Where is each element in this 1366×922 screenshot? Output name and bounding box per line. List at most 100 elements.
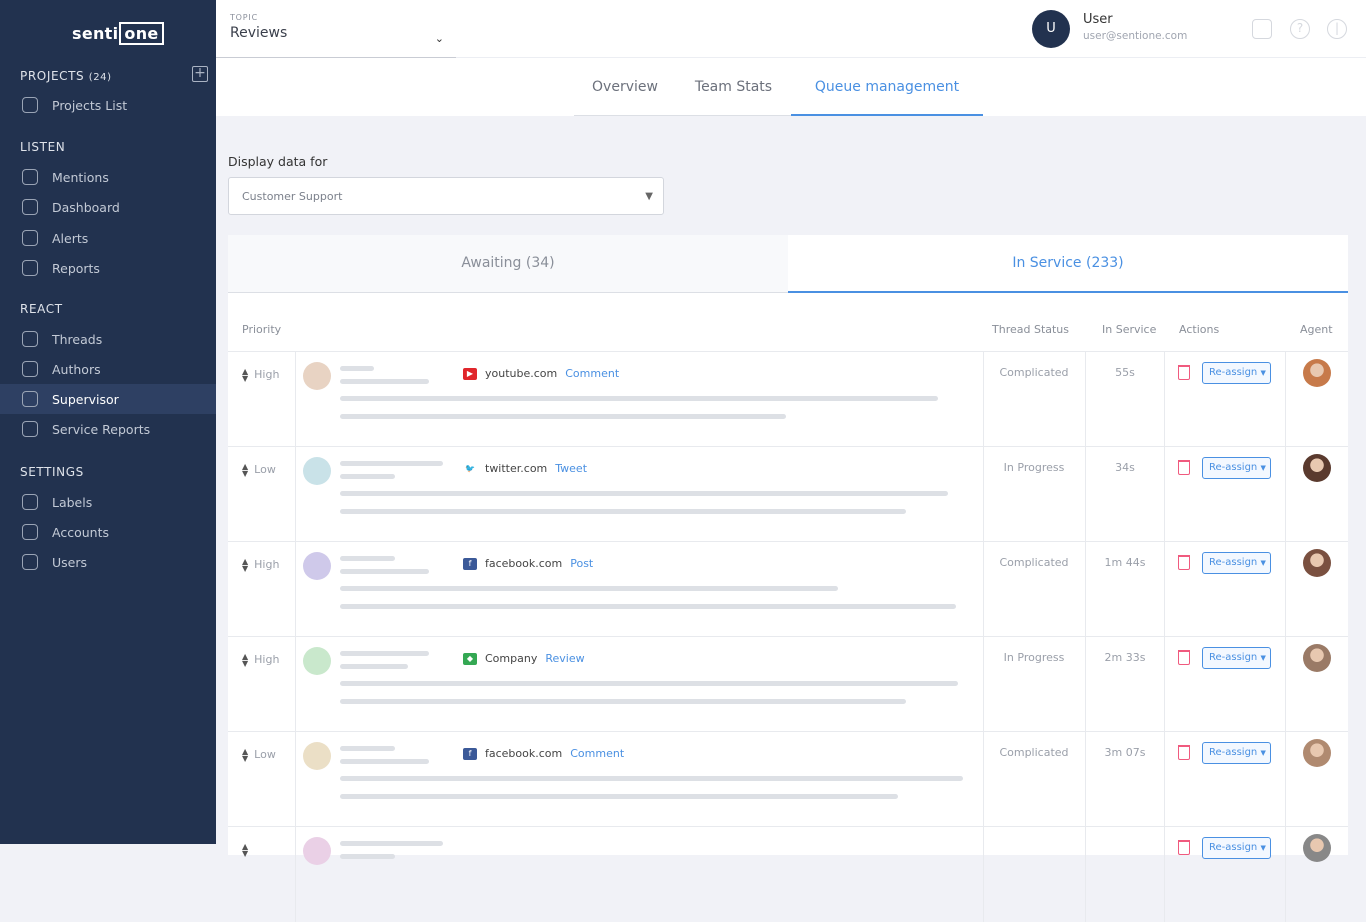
tab-queue-management[interactable]: Queue management	[791, 58, 983, 116]
agent-avatar[interactable]	[1303, 644, 1331, 672]
tab-team-stats[interactable]: Team Stats	[676, 58, 791, 116]
in-service-time: 3m 07s	[1104, 746, 1146, 759]
table-row[interactable]: ▲ ▼ Low f facebook.com Comment Complicated 3m 0…	[228, 731, 1348, 827]
trash-icon[interactable]	[1178, 365, 1190, 380]
agent-avatar[interactable]	[1303, 834, 1331, 862]
divider	[295, 447, 296, 542]
priority[interactable]: ▲ ▼ Low	[242, 462, 276, 478]
sidebar-item-mentions[interactable]: Mentions	[0, 162, 216, 192]
inbox-icon[interactable]	[1252, 19, 1272, 39]
thread-status: In Progress	[1003, 651, 1065, 664]
display-data-select[interactable]: Customer Support ▼	[228, 177, 664, 215]
user-avatar[interactable]: U	[1032, 10, 1070, 48]
logo-text: senti	[72, 24, 119, 43]
caret-down-icon: ▼	[1260, 749, 1266, 757]
priority[interactable]: ▲ ▼ High	[242, 653, 279, 668]
twitter-icon: 🐦	[463, 462, 477, 475]
priority[interactable]: ▲ ▼ High	[242, 368, 280, 383]
caret-down-icon: ▼	[1260, 559, 1266, 567]
trash-icon[interactable]	[1178, 460, 1190, 475]
power-icon[interactable]: |	[1327, 19, 1347, 39]
sidebar-item-label: Labels	[52, 494, 93, 510]
agent-avatar[interactable]	[1303, 454, 1331, 482]
table-row[interactable]: ▲ ▼ High ◆ Company Review In Progress 2m 33s Re-…	[228, 636, 1348, 732]
reassign-button[interactable]: Re-assign ▼	[1202, 837, 1271, 859]
reassign-button[interactable]: Re-assign ▼	[1202, 552, 1271, 574]
divider	[1085, 827, 1086, 922]
help-icon[interactable]: ?	[1290, 19, 1310, 39]
tab-awaiting[interactable]: Awaiting (34)	[228, 235, 788, 293]
sidebar-item-label: Mentions	[52, 169, 109, 185]
mention-type-link[interactable]: Tweet	[555, 462, 588, 475]
sidebar-item-authors[interactable]: Authors	[0, 354, 216, 384]
col-thread-status[interactable]: Thread Status	[992, 323, 1070, 336]
reports-icon	[22, 260, 38, 276]
reassign-button[interactable]: Re-assign ▼	[1202, 457, 1271, 479]
trash-icon[interactable]	[1178, 840, 1190, 855]
mention-type-link[interactable]: Review	[545, 652, 585, 665]
sidebar-item-labels[interactable]: Labels	[0, 487, 216, 517]
priority[interactable]: ▲ ▼ High	[242, 558, 279, 573]
priority[interactable]: ▲ ▼	[242, 842, 254, 858]
trash-icon[interactable]	[1178, 745, 1190, 760]
divider	[1164, 732, 1165, 827]
divider	[1085, 542, 1086, 637]
priority-value: Low	[254, 748, 276, 761]
text-placeholder	[340, 586, 838, 591]
sidebar-item-supervisor[interactable]: Supervisor	[0, 384, 216, 414]
sidebar-item-reports[interactable]: Reports	[0, 253, 216, 283]
priority-value: High	[254, 368, 280, 381]
sidebar-item-service-reports[interactable]: Service Reports	[0, 414, 216, 444]
priority[interactable]: ▲ ▼ Low	[242, 748, 276, 763]
sidebar-item-dashboard[interactable]: Dashboard	[0, 192, 216, 222]
table-row[interactable]: ▲ ▼ Re-assign ▼	[228, 826, 1348, 922]
divider	[1164, 637, 1165, 732]
sidebar-item-users[interactable]: Users	[0, 547, 216, 577]
divider	[295, 542, 296, 637]
source-name: facebook.com	[485, 747, 563, 760]
sidebar-item-accounts[interactable]: Accounts	[0, 517, 216, 547]
mention-type-link[interactable]: Comment	[565, 367, 620, 380]
facebook-icon: f	[463, 557, 477, 570]
trash-icon[interactable]	[1178, 555, 1190, 570]
sidebar: senti one PROJECTS (24) + LISTEN REACT SE…	[0, 0, 216, 844]
col-priority[interactable]: Priority	[242, 323, 282, 336]
reassign-button[interactable]: Re-assign ▼	[1202, 742, 1271, 764]
projects-list-icon	[22, 97, 38, 113]
tab-in-service[interactable]: In Service (233)	[788, 235, 1348, 293]
sidebar-item-threads[interactable]: Threads	[0, 324, 216, 354]
reassign-button[interactable]: Re-assign ▼	[1202, 362, 1271, 384]
source-name: youtube.com	[485, 367, 558, 380]
agent-avatar[interactable]	[1303, 739, 1331, 767]
tab-overview[interactable]: Overview	[574, 58, 676, 116]
sort-arrows-icon: ▲ ▼	[242, 462, 249, 478]
users-icon	[22, 554, 38, 570]
main-tabs: Overview Team Stats Queue management	[216, 58, 1366, 116]
sentione-logo[interactable]: senti one	[72, 22, 164, 45]
topic-select[interactable]: TOPIC Reviews ⌄	[216, 0, 456, 58]
sidebar-item-alerts[interactable]: Alerts	[0, 223, 216, 253]
agent-avatar[interactable]	[1303, 549, 1331, 577]
table-row[interactable]: ▲ ▼ High f facebook.com Post Complicated 1m 44s…	[228, 541, 1348, 637]
react-heading: REACT	[20, 302, 63, 316]
text-placeholder	[340, 474, 395, 479]
sort-arrows-icon: ▲ ▼	[242, 842, 249, 858]
text-placeholder	[340, 366, 374, 371]
table-row[interactable]: ▲ ▼ Low 🐦 twitter.com Tweet In Progress 34s Re-a…	[228, 446, 1348, 542]
divider	[1085, 447, 1086, 542]
agent-avatar[interactable]	[1303, 359, 1331, 387]
sidebar-item-projects-list[interactable]: Projects List	[0, 90, 216, 120]
add-project-icon[interactable]: +	[192, 66, 208, 82]
trash-icon[interactable]	[1178, 650, 1190, 665]
mention-type-link[interactable]: Post	[570, 557, 594, 570]
col-in-service[interactable]: In Service	[1102, 323, 1157, 336]
thread-status: Complicated	[999, 746, 1069, 759]
reassign-button[interactable]: Re-assign ▼	[1202, 647, 1271, 669]
text-placeholder	[340, 396, 938, 401]
text-placeholder	[340, 651, 429, 656]
mention-type-link[interactable]: Comment	[570, 747, 625, 760]
divider	[1285, 732, 1286, 827]
accounts-icon	[22, 524, 38, 540]
table-row[interactable]: ▲ ▼ High ▶ youtube.com Comment Complicated 55s R…	[228, 351, 1348, 447]
caret-down-icon: ▼	[1260, 654, 1266, 662]
